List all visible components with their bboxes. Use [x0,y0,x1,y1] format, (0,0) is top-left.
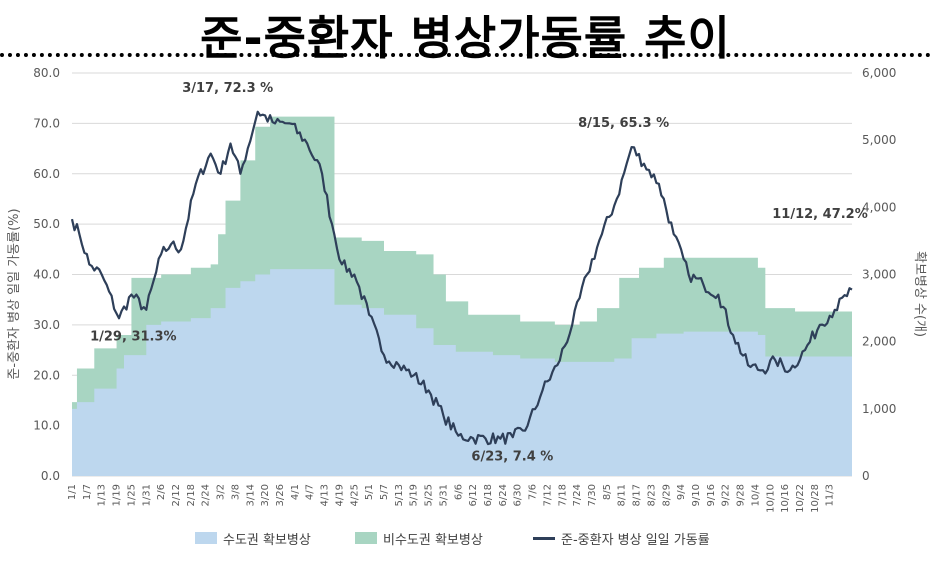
left-axis-ticks: 0.0 10.0 20.0 30.0 40.0 50.0 60.0 70.0 80.0 [33,66,60,483]
legend: 수도권 확보병상 비수도권 확보병상 준-중환자 병상 일일 가동률 [0,526,931,550]
x-tick-label: 6/18 [483,484,494,506]
left-tick-label: 60.0 [33,167,60,181]
x-tick-label: 9/4 [676,484,687,500]
x-tick-label: 2/6 [156,484,167,500]
x-tick-label: 1/13 [97,484,108,506]
title-divider [0,53,931,57]
x-tick-label: 10/28 [810,484,821,513]
legend-swatch-비수도권 [355,532,377,544]
x-tick-label: 10/16 [780,484,791,513]
x-tick-label: 4/25 [349,484,360,506]
left-axis-label: 준-중환자 병상 일일 가동률(%) [7,208,22,379]
x-tick-label: 6/24 [498,484,509,506]
legend-swatch-가동률 [533,536,555,540]
x-tick-label: 7/30 [587,484,598,506]
right-tick-label: 3,000 [862,268,896,282]
x-tick-label: 6/12 [468,484,479,506]
x-tick-label: 6/30 [513,484,524,506]
x-tick-label: 3/26 [275,484,286,506]
right-tick-label: 1,000 [862,402,896,416]
x-tick-label: 4/13 [320,484,331,506]
x-tick-label: 1/1 [67,484,78,500]
legend-label-수도권: 수도권 확보병상 [223,532,311,548]
right-tick-label: 0 [862,469,870,483]
x-tick-label: 4/7 [305,484,316,500]
x-tick-label: 7/24 [572,484,583,506]
x-tick-label: 9/10 [691,484,702,506]
legend-label-비수도권: 비수도권 확보병상 [383,532,483,548]
x-tick-label: 11/3 [825,484,836,506]
legend-item-수도권: 수도권 확보병상 [195,526,311,550]
x-tick-label: 1/25 [126,484,137,506]
x-tick-label: 5/1 [364,484,375,500]
legend-label-가동률: 준-중환자 병상 일일 가동률 [561,532,710,548]
right-axis-label: 확보병상 수(개) [912,251,927,337]
x-tick-label: 10/22 [795,484,806,513]
x-tick-label: 5/13 [394,484,405,506]
x-tick-label: 9/28 [736,484,747,506]
x-tick-label: 5/7 [379,484,390,500]
legend-item-비수도권: 비수도권 확보병상 [355,526,483,550]
x-tick-label: 5/25 [424,484,435,506]
x-tick-label: 8/23 [646,484,657,506]
annotation-label: 3/17, 72.3 % [182,81,273,96]
annotation-label: 1/29, 31.3% [90,329,176,344]
right-axis-ticks: 0 1,000 2,000 3,000 4,000 5,000 6,000 [862,66,896,483]
x-tick-label: 8/5 [602,484,613,500]
left-tick-label: 0.0 [41,469,60,483]
x-tick-label: 10/4 [750,484,761,506]
annotations: 3/17, 72.3 % 8/15, 65.3 % 1/29, 31.3% 6/23,… [90,81,868,465]
right-tick-label: 2,000 [862,335,896,349]
annotation-label: 6/23, 7.4 % [471,450,553,465]
x-tick-label: 5/19 [409,484,420,506]
left-tick-label: 80.0 [33,66,60,80]
x-tick-label: 2/18 [186,484,197,506]
x-tick-label: 10/10 [765,484,776,513]
x-tick-label: 2/12 [171,484,182,506]
left-tick-label: 10.0 [33,419,60,433]
x-tick-label: 1/19 [112,484,123,506]
x-tick-label: 7/18 [557,484,568,506]
x-tick-label: 7/12 [542,484,553,506]
x-tick-label: 4/19 [334,484,345,506]
x-tick-label: 3/8 [230,484,241,500]
right-tick-label: 4,000 [862,200,896,214]
x-tick-label: 8/11 [617,484,628,506]
x-tick-label: 4/1 [290,484,301,500]
x-tick-label: 5/31 [438,484,449,506]
legend-swatch-수도권 [195,532,217,544]
x-tick-label: 8/29 [661,484,672,506]
x-tick-label: 9/16 [706,484,717,506]
x-tick-label: 9/22 [721,484,732,506]
x-tick-label: 7/6 [528,484,539,500]
x-tick-label: 3/20 [260,484,271,506]
line-일일-가동률 [70,110,853,446]
x-tick-label: 1/31 [141,484,152,506]
left-tick-label: 40.0 [33,268,60,282]
area-수도권-확보병상 [72,269,852,476]
left-tick-label: 30.0 [33,318,60,332]
right-tick-label: 5,000 [862,133,896,147]
right-tick-label: 6,000 [862,66,896,80]
annotation-label: 11/12, 47.2% [772,207,868,222]
left-tick-label: 70.0 [33,116,60,130]
x-tick-label: 1/7 [82,484,93,500]
x-axis-ticks: 1/1 1/7 1/13 1/19 1/25 1/31 2/6 2/12 2/18 2/24 3/2… [67,484,836,513]
x-tick-label: 6/6 [453,484,464,500]
x-tick-label: 8/17 [632,484,643,506]
left-tick-label: 50.0 [33,217,60,231]
x-tick-label: 3/14 [245,484,256,506]
left-tick-label: 20.0 [33,368,60,382]
x-tick-label: 3/2 [216,484,227,500]
x-tick-label: 2/24 [201,484,212,506]
legend-item-가동률: 준-중환자 병상 일일 가동률 [533,526,710,550]
annotation-label: 8/15, 65.3 % [578,116,669,131]
